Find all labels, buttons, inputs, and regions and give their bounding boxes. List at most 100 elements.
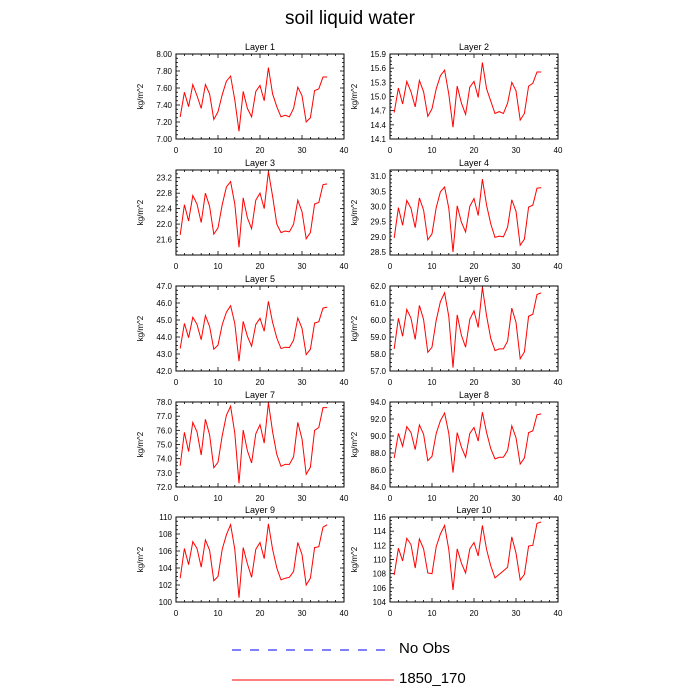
y-tick-label: 29.5	[370, 218, 386, 227]
plot-frame	[389, 53, 559, 140]
y-tick-label: 116	[373, 513, 386, 522]
y-tick-label: 86.0	[370, 466, 386, 475]
y-tick-label: 84.0	[370, 483, 386, 492]
y-tick-label: 14.4	[370, 121, 386, 130]
y-axis-label: kg/m^2	[136, 83, 145, 109]
y-tick-label: 77.0	[156, 412, 172, 421]
x-tick-label: 40	[340, 262, 349, 271]
x-tick-label: 10	[428, 146, 437, 155]
y-tick-label: 28.5	[370, 248, 386, 257]
y-tick-label: 43.0	[156, 350, 172, 359]
plot-frame	[175, 53, 345, 140]
x-tick-label: 30	[512, 146, 521, 155]
y-tick-label: 74.0	[156, 455, 172, 464]
y-tick-label: 59.0	[370, 333, 386, 342]
x-tick-label: 20	[256, 494, 265, 503]
x-tick-label: 30	[298, 494, 307, 503]
series-line-1850-170	[179, 301, 328, 362]
y-axis-label: kg/m^2	[136, 431, 145, 457]
y-tick-label: 15.9	[370, 50, 386, 59]
panel-title: Layer 5	[245, 274, 275, 284]
plot-frame	[389, 285, 559, 372]
x-tick-label: 30	[512, 494, 521, 503]
y-tick-label: 78.0	[156, 398, 172, 407]
y-tick-label: 75.0	[156, 441, 172, 450]
x-tick-label: 20	[256, 262, 265, 271]
x-tick-label: 30	[298, 146, 307, 155]
x-tick-label: 10	[214, 494, 223, 503]
y-tick-label: 90.0	[370, 432, 386, 441]
y-axis-label: kg/m^2	[136, 546, 145, 572]
panel-title: Layer 4	[459, 158, 489, 168]
series-line-1850-170	[179, 402, 328, 484]
x-tick-label: 20	[470, 494, 479, 503]
plot-frame	[175, 516, 345, 603]
y-tick-label: 15.3	[370, 78, 386, 87]
x-tick-label: 20	[470, 378, 479, 387]
panel-layer-10: Layer 10 kg/m^2 0 10 20 30 40 104 106 108 110 112 11…	[350, 505, 563, 618]
x-tick-label: 30	[298, 378, 307, 387]
x-tick-label: 20	[470, 146, 479, 155]
y-tick-label: 58.0	[370, 350, 386, 359]
x-tick-label: 20	[470, 262, 479, 271]
y-tick-label: 21.6	[156, 236, 172, 245]
y-tick-label: 62.0	[370, 282, 386, 291]
y-axis-label: kg/m^2	[350, 315, 359, 341]
x-tick-label: 0	[174, 609, 179, 618]
x-tick-label: 30	[512, 262, 521, 271]
y-tick-label: 45.0	[156, 316, 172, 325]
x-tick-label: 10	[428, 494, 437, 503]
y-tick-label: 60.0	[370, 316, 386, 325]
x-tick-label: 30	[512, 609, 521, 618]
y-tick-label: 114	[373, 527, 386, 536]
panel-layer-4: Layer 4 kg/m^2 0 10 20 30 40 28.5 29.0 29.5 30.0 30…	[350, 158, 563, 271]
x-tick-label: 40	[340, 494, 349, 503]
y-tick-label: 7.00	[156, 135, 172, 144]
x-tick-label: 10	[428, 262, 437, 271]
plot-frame	[175, 401, 345, 488]
y-tick-label: 110	[159, 513, 172, 522]
y-tick-label: 7.80	[156, 67, 172, 76]
x-tick-label: 40	[340, 146, 349, 155]
panel-title: Layer 9	[245, 505, 275, 515]
panel-title: Layer 6	[459, 274, 489, 284]
series-line-1850-170	[179, 522, 328, 598]
panel-layer-8: Layer 8 kg/m^2 0 10 20 30 40 84.0 86.0 88.0 90.0 92…	[350, 390, 563, 503]
series-line-1850-170	[393, 521, 542, 591]
x-tick-label: 0	[388, 378, 393, 387]
x-tick-label: 30	[512, 378, 521, 387]
y-tick-label: 30.0	[370, 202, 386, 211]
series-line-1850-170	[179, 67, 328, 132]
panel-layer-1: Layer 1 kg/m^2 0 10 20 30 40 7.00 7.20 7.40 7.60 7.…	[136, 42, 349, 155]
y-axis-label: kg/m^2	[136, 199, 145, 225]
x-tick-label: 40	[340, 378, 349, 387]
x-tick-label: 30	[298, 609, 307, 618]
x-tick-label: 10	[428, 609, 437, 618]
x-tick-label: 40	[554, 146, 563, 155]
x-tick-label: 40	[554, 262, 563, 271]
series-line-1850-170	[393, 62, 542, 128]
series-line-1850-170	[179, 171, 328, 248]
page-title: soil liquid water	[285, 8, 415, 29]
x-tick-label: 0	[174, 146, 179, 155]
y-tick-label: 46.0	[156, 299, 172, 308]
x-tick-label: 10	[214, 146, 223, 155]
y-tick-label: 106	[159, 547, 173, 556]
x-tick-label: 0	[388, 262, 393, 271]
series-line-1850-170	[393, 287, 542, 368]
y-tick-label: 72.0	[156, 483, 172, 492]
panel-title: Layer 2	[459, 42, 489, 52]
x-tick-label: 0	[388, 494, 393, 503]
panel-title: Layer 8	[459, 390, 489, 400]
x-tick-label: 0	[174, 378, 179, 387]
y-tick-label: 8.00	[156, 50, 172, 59]
panel-layer-3: Layer 3 kg/m^2 0 10 20 30 40 21.6 22.0 22.4 22.8 23…	[136, 158, 349, 271]
y-tick-label: 73.0	[156, 469, 172, 478]
x-tick-label: 10	[214, 378, 223, 387]
plot-frame	[175, 169, 345, 256]
y-tick-label: 14.7	[370, 107, 386, 116]
y-tick-label: 104	[373, 598, 387, 607]
y-tick-label: 92.0	[370, 415, 386, 424]
y-tick-label: 22.4	[156, 205, 172, 214]
